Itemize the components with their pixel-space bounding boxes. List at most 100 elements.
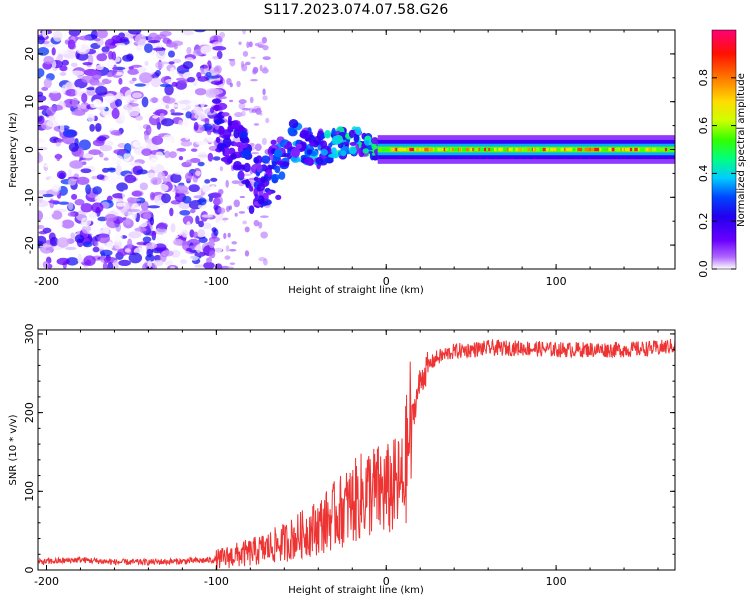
noise-blob [201,64,209,69]
transition-blob [278,171,286,180]
signal-band-core [416,147,420,152]
noise-blob [194,88,207,96]
noise-blob [263,258,268,266]
noise-blob [222,217,229,221]
noise-blob [62,129,77,138]
transition-blob [325,157,334,164]
noise-blob [178,119,183,127]
noise-blob [203,261,215,269]
y-tick-label: 10 [23,95,36,109]
noise-blob [125,217,131,226]
noise-blob [51,184,62,192]
noise-blob [90,30,98,40]
noise-blob [75,86,82,98]
transition-blob [256,182,266,192]
noise-blob [80,168,92,174]
noise-blob [249,96,254,104]
snr-frame [37,329,676,571]
signal-band-core [660,147,665,152]
noise-blob [170,137,176,144]
noise-blob [157,171,165,180]
noise-blob [128,231,142,239]
noise-blob [45,106,56,116]
noise-blob [49,236,59,247]
spectrogram-y-ticks: -20 -10 0 10 20 [23,29,675,270]
snr-series-line [38,338,675,570]
noise-blob [38,68,45,78]
noise-blob [234,112,243,118]
noise-blob [202,222,212,230]
noise-blob [128,252,143,264]
signal-band-core [565,147,570,152]
noise-blob [168,61,175,65]
signal-band-core [424,147,429,152]
signal-band-core [581,147,584,152]
noise-blob [217,207,226,214]
noise-blob [182,61,194,70]
noise-blob [212,46,227,51]
noise-blob [121,95,128,101]
noise-blob [38,146,48,151]
noise-blob [263,66,267,71]
noise-blob [95,85,108,96]
transition-blob [364,135,371,141]
noise-blob [209,88,223,95]
noise-blob [168,151,177,159]
noise-blob [56,170,67,179]
noise-blob [43,43,56,48]
noise-blob [80,153,95,159]
noise-blob [243,173,252,176]
noise-blob [51,210,63,220]
noise-blob [61,59,70,66]
noise-blob [197,154,211,158]
noise-blob [178,103,188,109]
signal-band-core [545,147,549,152]
noise-blob [141,148,153,156]
signal-band-core [550,147,554,152]
noise-blob [242,220,247,225]
noise-blob [103,157,109,161]
noise-blob [208,250,216,259]
noise-blob [81,225,92,234]
signal-band-core [584,147,590,152]
noise-blob [229,262,236,265]
signal-band-core [485,147,489,152]
x-tick-label: 0 [383,575,390,588]
noise-blob [89,228,103,235]
noise-blob [149,97,160,103]
chart-title: S117.2023.074.07.58.G26 [264,2,449,18]
noise-blob [157,222,168,230]
noise-blob [260,231,268,239]
y-tick-label: 200 [23,402,36,423]
noise-blob [194,251,206,257]
transition-blob [370,137,379,145]
colorbar-label: Normalized spectral amplitude [736,73,747,227]
noise-blob [182,195,192,204]
noise-blob [83,255,96,266]
noise-blob [88,211,98,219]
noise-blob [242,50,249,57]
noise-blob [139,182,149,191]
spectrogram-field [38,30,675,269]
noise-blob [254,42,260,47]
noise-blob [242,30,246,35]
x-tick-label: -100 [204,575,229,588]
noise-blob [132,140,142,148]
signal-band-core [603,147,608,152]
transition-blob [309,141,315,147]
noise-blob [224,255,231,260]
spectrogram-x-label: Height of straight line (km) [288,285,424,296]
transition-blob [320,140,328,149]
noise-blob [249,79,258,82]
transition-blob [221,112,230,117]
x-tick-label: -200 [34,275,59,288]
noise-blob [70,232,76,239]
noise-blob [76,176,90,186]
signal-band-core [493,147,497,152]
noise-blob [193,30,206,33]
noise-blob [119,36,129,43]
transition-blob [349,141,357,146]
y-tick-label: 0 [23,567,36,574]
noise-blob [145,124,152,136]
